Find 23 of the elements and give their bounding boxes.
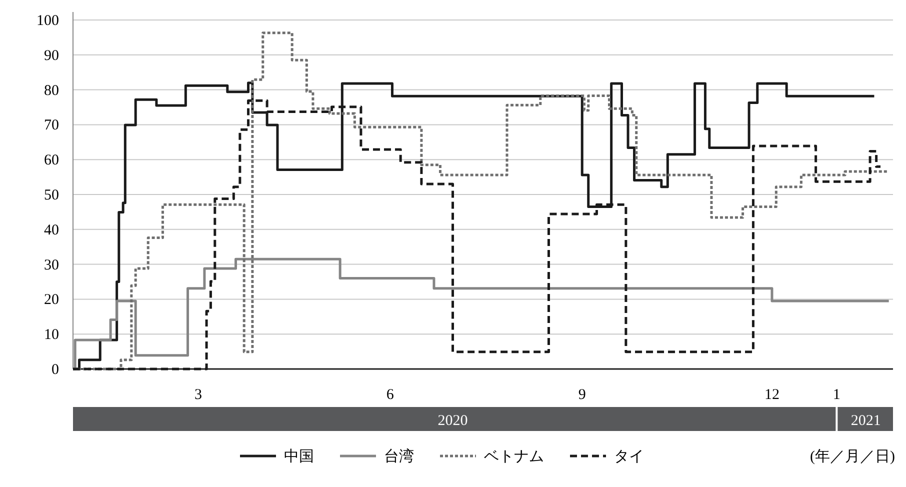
x-axis-title: (年／月／日) (810, 448, 895, 465)
x-tick-label: 1 (832, 387, 840, 403)
y-tick-label: 10 (44, 327, 59, 344)
y-tick-label: 100 (36, 13, 59, 29)
y-tick-label: 50 (44, 188, 59, 204)
x2-tick-label: 2020 (438, 413, 468, 429)
y-tick-label: 60 (44, 152, 59, 169)
y-tick-label: 30 (44, 257, 59, 274)
y-tick-label: 0 (52, 362, 59, 378)
x2-tick-label: 2021 (850, 413, 881, 429)
x-tick-label: 3 (194, 387, 202, 403)
x-tick-label: 12 (764, 387, 780, 403)
legend-label: タイ (614, 449, 644, 465)
legend-label: 台湾 (384, 448, 414, 465)
legend-label: 中国 (284, 448, 314, 465)
y-tick-label: 40 (44, 222, 59, 238)
x-tick-label: 9 (578, 387, 586, 403)
x-tick-label: 6 (386, 387, 394, 403)
legend-label: ベトナム (484, 449, 544, 465)
y-tick-label: 80 (44, 82, 59, 99)
y-tick-label: 90 (44, 48, 59, 64)
y-tick-label: 20 (44, 292, 59, 308)
y-tick-label: 70 (44, 118, 59, 134)
